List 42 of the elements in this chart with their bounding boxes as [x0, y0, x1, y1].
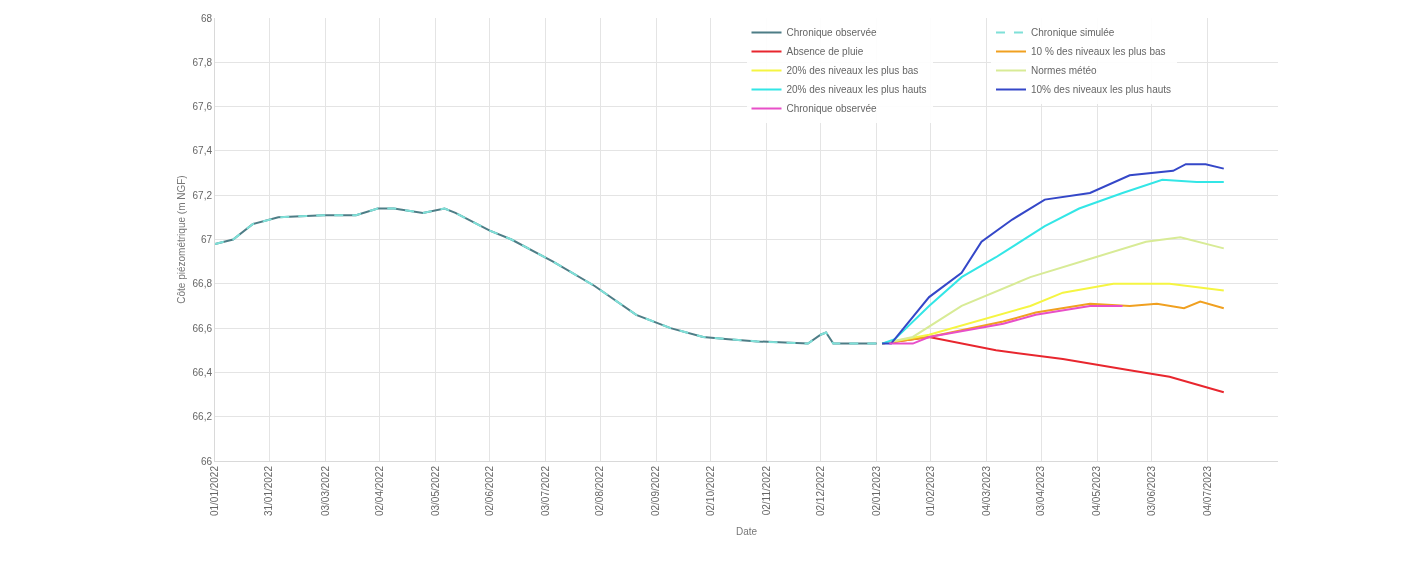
legend-label: Absence de pluie: [786, 46, 864, 58]
y-tick-label: 68: [200, 12, 213, 24]
y-tick-label: 66,6: [192, 322, 213, 334]
legend-label: 20% des niveaux les plus bas: [786, 65, 919, 77]
x-tick-label: 02/10/2022: [704, 465, 716, 517]
x-tick-label: 01/01/2022: [209, 465, 221, 517]
y-tick-label: 66,8: [192, 278, 213, 290]
x-tick-label: 01/02/2023: [925, 465, 937, 517]
x-tick-label: 02/12/2022: [814, 465, 826, 517]
legend-label: Normes météo: [1030, 65, 1097, 77]
x-tick-label: 02/11/2022: [760, 465, 772, 516]
legend-label: Chronique observée: [786, 27, 877, 39]
y-tick-label: 67,8: [192, 56, 213, 68]
x-tick-label: 04/03/2023: [981, 465, 993, 517]
x-tick-label: 04/07/2023: [1201, 465, 1213, 517]
x-tick-label: 03/04/2023: [1035, 465, 1047, 517]
x-tick-label: 02/04/2022: [373, 465, 385, 517]
y-tick-label: 67,4: [192, 145, 213, 157]
y-tick-label: 67: [200, 234, 213, 245]
line-series: [888, 304, 1124, 345]
x-tick-label: 02/06/2022: [484, 465, 496, 517]
x-tick-label: 03/06/2023: [1145, 465, 1157, 517]
legend-label: Chronique observée: [786, 103, 877, 115]
x-tick-label: 03/03/2022: [319, 465, 331, 517]
x-tick-label: 02/01/2023: [870, 465, 882, 517]
x-tick-label: 31/01/2022: [263, 465, 275, 517]
legend-label: 10 % des niveaux les plus bas: [1030, 46, 1166, 58]
x-tick-label: 03/07/2022: [540, 465, 552, 517]
legend-label: 10% des niveaux les plus hauts: [1030, 84, 1172, 96]
x-axis-title: Date: [735, 525, 758, 537]
x-tick-label: 03/05/2022: [429, 465, 441, 517]
legend-label: 20% des niveaux les plus hauts: [786, 84, 927, 96]
y-tick-label: 67,6: [192, 101, 213, 113]
y-tick-label: 66: [200, 455, 213, 467]
y-tick-label: 66,4: [192, 366, 213, 378]
legend-label: Chronique simulée: [1030, 27, 1115, 39]
x-tick-label: 02/08/2022: [594, 465, 606, 517]
x-tick-label: 04/05/2023: [1091, 465, 1103, 517]
y-tick-label: 67,2: [192, 189, 213, 201]
y-axis-title: Côte piézométrique (m NGF): [176, 175, 187, 304]
y-tick-label: 66,2: [192, 411, 213, 423]
x-tick-label: 02/09/2022: [650, 465, 662, 517]
